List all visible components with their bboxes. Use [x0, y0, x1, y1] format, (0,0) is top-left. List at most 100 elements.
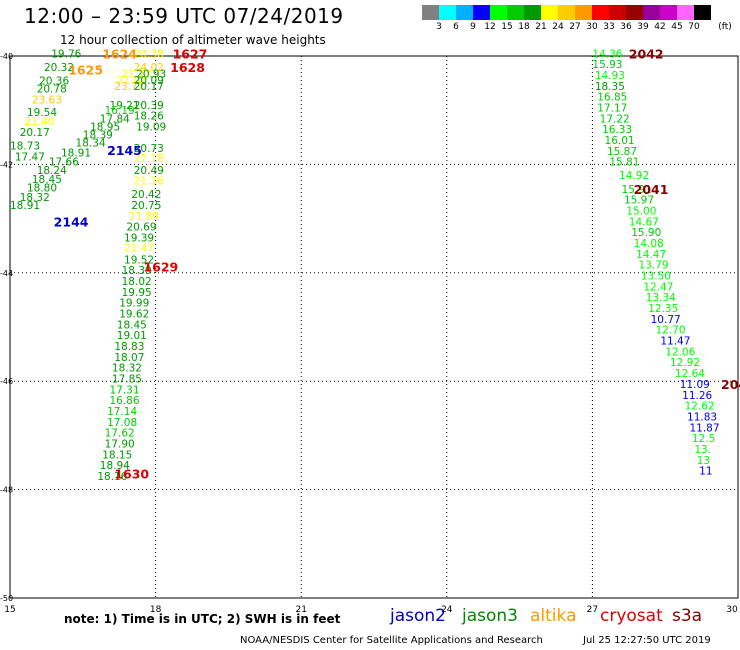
- swh-value-label: 11: [699, 466, 712, 478]
- legend-tick-label: 42: [654, 22, 666, 32]
- swh-value-label: 20.17: [20, 127, 50, 139]
- swh-value-label: 20.09: [134, 75, 164, 87]
- swh-value-label: 15.93: [592, 59, 622, 71]
- swh-value-label: 17.90: [105, 439, 135, 451]
- legend-tick-label: 24: [552, 22, 564, 32]
- swh-value-label: 17.14: [107, 406, 137, 418]
- swh-value-label: 10.77: [651, 314, 681, 326]
- lon-tick-label: 30: [726, 605, 738, 615]
- swh-value-label: 15.90: [631, 227, 661, 239]
- legend-swatch: [626, 5, 643, 20]
- swh-value-label: 19.21: [109, 100, 139, 112]
- satellite-legend-altika: altika: [530, 606, 577, 626]
- swh-value-label: 18.15: [102, 449, 132, 461]
- legend-tick-label: 36: [620, 22, 632, 32]
- time-label: 1628: [170, 60, 205, 75]
- footer-credit: NOAA/NESDIS Center for Satellite Applica…: [240, 635, 543, 646]
- legend-swatch: [507, 5, 524, 20]
- footer-timestamp: Jul 25 12:27:50 UTC 2019: [583, 635, 711, 646]
- swh-value-label: 14.93: [595, 70, 625, 82]
- swh-value-label: 16.33: [602, 124, 632, 136]
- swh-value-label: 12.92: [670, 357, 700, 369]
- swh-value-label: 19.09: [136, 121, 166, 133]
- lon-tick-label: 27: [587, 605, 598, 615]
- swh-value-label: 19.99: [119, 298, 149, 310]
- swh-value-label: 18.07: [114, 352, 144, 364]
- swh-value-label: 17.66: [49, 157, 79, 169]
- swh-value-label: 20.75: [131, 200, 161, 212]
- swh-value-label: 19.54: [27, 107, 57, 119]
- swh-value-label: 12.47: [643, 281, 673, 293]
- map-title: 12:00 – 23:59 UTC 07/24/2019: [24, 4, 344, 28]
- time-label: 204: [721, 377, 740, 392]
- legend-swatch: [541, 5, 558, 20]
- swh-value-label: 20.93: [136, 68, 166, 80]
- swh-value-label: 12.35: [648, 303, 678, 315]
- satellite-legend-cryosat: cryosat: [600, 606, 663, 626]
- time-label: 2041: [634, 182, 669, 197]
- time-label: 2144: [54, 214, 89, 229]
- swh-value-label: 24.02: [134, 62, 164, 74]
- note-text: note: 1) Time is in UTC; 2) SWH is in fe…: [64, 612, 341, 626]
- lat-tick-label: -44: [0, 269, 13, 278]
- legend-swatch: [456, 5, 473, 20]
- map-subtitle: 12 hour collection of altimeter wave hei…: [60, 33, 326, 47]
- swh-value-label: 11.83: [687, 411, 717, 423]
- swh-value-label: 17.08: [107, 417, 137, 429]
- legend-swatch: [490, 5, 507, 20]
- satellite-legend-jason3: jason3: [462, 606, 518, 626]
- swh-value-label: 13: [697, 455, 710, 467]
- lat-tick-label: -50: [0, 594, 13, 603]
- swh-value-label: 13.79: [639, 260, 669, 272]
- lat-tick-label: -46: [0, 377, 13, 386]
- swh-value-label: 18.94: [100, 460, 130, 472]
- legend-tick-label: 39: [637, 22, 649, 32]
- lon-tick-label: 24: [441, 605, 453, 615]
- swh-value-label: 14.47: [636, 249, 666, 261]
- swh-value-label: 20.17: [134, 81, 164, 93]
- time-label: 2042: [629, 46, 664, 61]
- swh-value-label: 20.73: [134, 143, 164, 155]
- legend-swatch: [694, 5, 711, 20]
- swh-value-label: 16.01: [605, 135, 635, 147]
- swh-value-label: 20.36: [39, 75, 69, 87]
- swh-value-label: 11.26: [682, 390, 712, 402]
- swh-value-label: 18.80: [27, 183, 57, 195]
- time-label: 1627: [173, 46, 208, 61]
- swh-value-label: 14.36: [592, 48, 622, 60]
- swh-value-label: 12.5: [692, 433, 715, 445]
- time-label: 1629: [143, 259, 178, 274]
- lon-tick-label: 21: [295, 605, 306, 615]
- swh-value-label: 14.67: [629, 216, 659, 228]
- swh-value-label: 17.85: [112, 373, 142, 385]
- swh-value-label: 21.47: [124, 242, 154, 254]
- swh-value-label: 21.36: [134, 176, 164, 188]
- swh-value-label: 22.18: [134, 153, 164, 165]
- swh-value-label: 19.76: [51, 48, 81, 60]
- legend-tick-label: 18: [518, 22, 530, 32]
- legend-swatch: [439, 5, 456, 20]
- swh-value-label: 14.08: [634, 238, 664, 250]
- swh-value-label: 18.91: [10, 200, 40, 212]
- lon-tick-label: 18: [150, 605, 162, 615]
- swh-value-label: 20.39: [134, 100, 164, 112]
- legend-tick-label: 15: [501, 22, 513, 32]
- legend-swatch: [609, 5, 626, 20]
- legend-swatch: [592, 5, 609, 20]
- swh-value-label: 18.83: [114, 341, 144, 353]
- time-label: 1630: [114, 466, 149, 481]
- swh-value-label: 20.42: [131, 189, 161, 201]
- swh-value-label: 23.77: [114, 81, 144, 93]
- swh-value-label: 19.95: [122, 287, 152, 299]
- swh-value-label: 17.84: [100, 113, 130, 125]
- swh-value-label: 18.45: [117, 319, 147, 331]
- swh-value-label: 20.38: [134, 48, 164, 60]
- swh-value-label: 15.91: [622, 184, 652, 196]
- swh-value-label: 19.62: [119, 308, 149, 320]
- swh-value-label: 17.17: [597, 102, 627, 114]
- swh-value-label: 18.35: [595, 81, 625, 93]
- legend-tick-label: 21: [535, 22, 547, 32]
- satellite-legend-s3a: s3a: [672, 606, 703, 626]
- legend-swatch: [422, 5, 439, 20]
- time-label: 1624: [102, 46, 137, 61]
